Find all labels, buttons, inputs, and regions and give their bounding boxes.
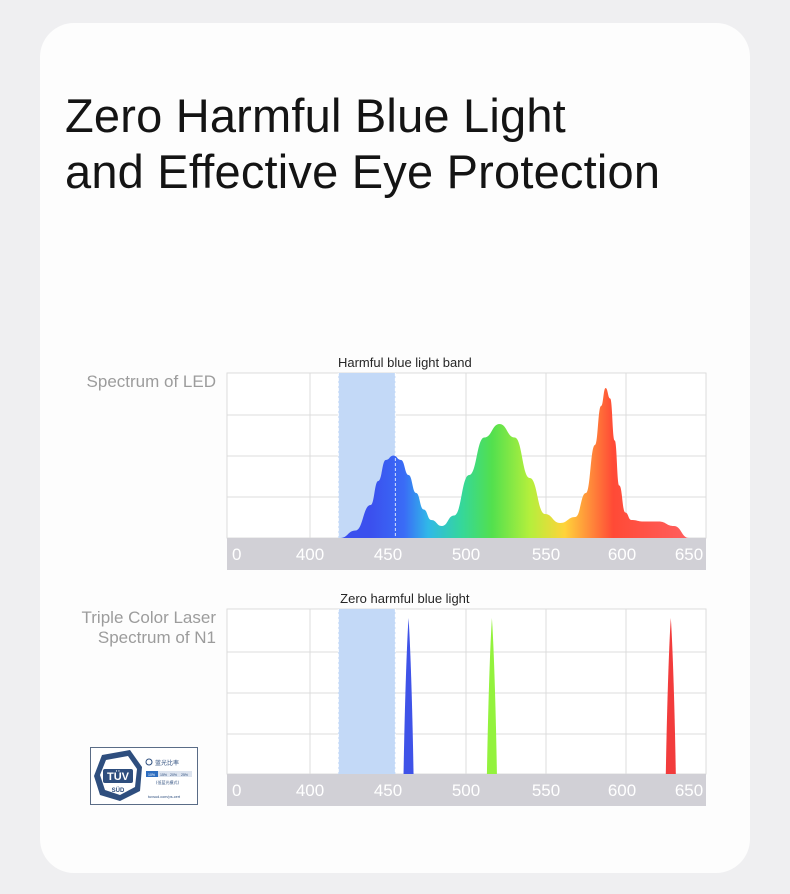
- cert-title: 蓝光比率: [155, 759, 179, 767]
- x-tick-label: 450: [374, 781, 402, 800]
- band-annotation: Harmful blue light band: [338, 355, 472, 370]
- check-icon: [145, 758, 153, 766]
- laser-peak-blue: [403, 618, 414, 774]
- x-axis-bar: [227, 538, 706, 570]
- laser-spectrum-label-line-2: Spectrum of N1: [97, 628, 216, 647]
- cert-url: tuvsud.com/ps-cert: [148, 795, 181, 799]
- band-annotation: Zero harmful blue light: [340, 591, 470, 606]
- laser-peak-red: [665, 618, 676, 774]
- cert-scale-3: 20%: [170, 773, 177, 777]
- cert-scale-2: 15%: [160, 773, 167, 777]
- x-tick-label: 0: [232, 781, 241, 800]
- x-tick-label: 500: [452, 781, 480, 800]
- x-tick-label: 600: [608, 781, 636, 800]
- x-axis-bar: [227, 774, 706, 806]
- x-tick-label: 400: [296, 781, 324, 800]
- cert-scale-1: 10%: [148, 773, 155, 777]
- cert-note: (低蓝光模式): [156, 779, 180, 785]
- title-line-2: and Effective Eye Protection: [65, 145, 661, 198]
- laser-spectrum-label: Triple Color Laser Spectrum of N1: [82, 608, 216, 648]
- x-tick-label: 450: [374, 545, 402, 564]
- page-title: Zero Harmful Blue Light and Effective Ey…: [65, 88, 745, 200]
- cert-scale-4: 25%: [181, 773, 188, 777]
- title-line-1: Zero Harmful Blue Light: [65, 89, 566, 142]
- x-tick-label: 550: [532, 781, 560, 800]
- laser-peak-green: [486, 618, 497, 774]
- x-tick-label: 650: [675, 545, 703, 564]
- x-tick-label: 500: [452, 545, 480, 564]
- x-tick-label: 0: [232, 545, 241, 564]
- led-spectrum-label-line: Spectrum of LED: [86, 372, 216, 391]
- x-tick-label: 650: [675, 781, 703, 800]
- harmful-band: [338, 609, 396, 774]
- laser-spectrum-label-line-1: Triple Color Laser: [81, 608, 216, 627]
- tuv-sud-certification-badge: TÜV SÜD 蓝光比率 10% 15% 20% 25% (低蓝光模式) tuv…: [90, 747, 198, 805]
- led-spectrum-area: [340, 388, 689, 538]
- x-tick-label: 600: [608, 545, 636, 564]
- sud-logo-text: SÜD: [112, 787, 125, 794]
- x-tick-label: 400: [296, 545, 324, 564]
- led-spectrum-label: Spectrum of LED: [87, 372, 216, 392]
- tuv-logo-text: TÜV: [107, 770, 130, 783]
- x-tick-label: 550: [532, 545, 560, 564]
